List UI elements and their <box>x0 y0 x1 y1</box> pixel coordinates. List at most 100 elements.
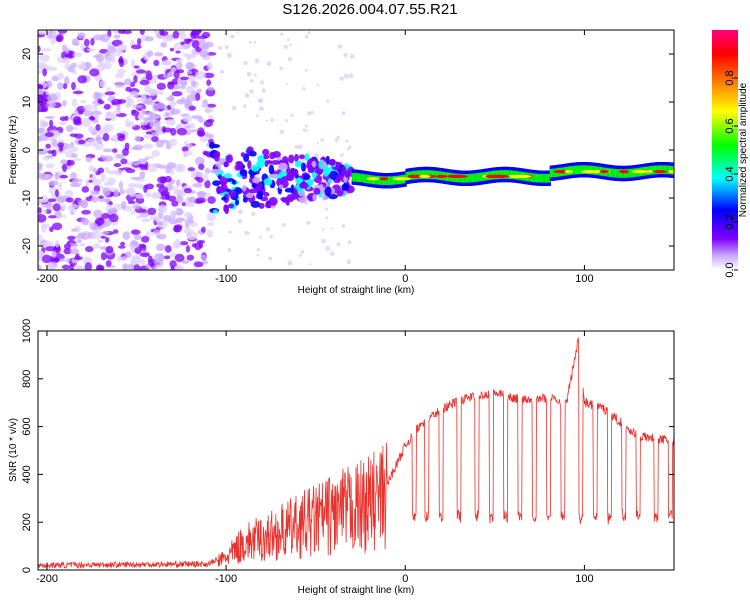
noise-blob <box>100 252 107 261</box>
noise-blob <box>39 54 50 62</box>
signal-blob <box>288 154 295 164</box>
noise-dot <box>298 253 303 257</box>
snr-ytick-label: 600 <box>21 417 33 435</box>
noise-blob <box>46 263 56 270</box>
noise-blob <box>179 76 189 81</box>
noise-blob <box>194 92 201 101</box>
noise-blob <box>85 179 90 188</box>
noise-blob <box>190 170 196 180</box>
noise-dot <box>302 86 306 91</box>
noise-dot <box>254 58 260 64</box>
noise-blob <box>203 119 214 128</box>
noise-dot <box>218 46 223 50</box>
noise-blob <box>156 233 167 240</box>
signal-blob <box>256 159 266 168</box>
noise-blob <box>145 191 151 198</box>
noise-blob <box>185 61 194 71</box>
noise-blob <box>194 156 205 166</box>
noise-blob <box>196 191 207 196</box>
noise-blob <box>71 228 78 232</box>
noise-dot <box>287 57 292 62</box>
noise-blob <box>91 190 100 196</box>
tone-peak <box>418 174 431 178</box>
noise-blob <box>176 179 181 187</box>
noise-blob <box>107 45 116 54</box>
noise-blob <box>54 240 60 248</box>
noise-blob <box>171 91 183 97</box>
noise-blob <box>47 215 57 219</box>
noise-dot <box>307 31 311 35</box>
noise-dot <box>339 76 344 81</box>
noise-blob <box>187 167 196 172</box>
signal-blob <box>224 204 230 215</box>
tone-peak <box>668 170 674 174</box>
noise-blob <box>46 155 54 159</box>
noise-blob <box>200 226 206 233</box>
noise-blob <box>120 133 126 139</box>
snr-ytick-label: 400 <box>21 465 33 483</box>
noise-blob <box>191 40 200 49</box>
noise-blob <box>138 164 147 168</box>
noise-blob <box>112 229 119 234</box>
noise-blob <box>101 212 111 219</box>
noise-blob <box>117 44 125 53</box>
noise-blob <box>127 182 137 188</box>
noise-dot <box>238 209 243 215</box>
noise-blob <box>83 110 94 117</box>
noise-dot <box>265 119 268 122</box>
snr-xtick-label: -100 <box>215 573 237 585</box>
noise-dot <box>230 34 235 39</box>
noise-blob <box>130 44 142 50</box>
noise-blob <box>38 214 47 223</box>
noise-blob <box>83 38 90 47</box>
noise-blob <box>61 203 66 210</box>
noise-dot <box>258 106 264 112</box>
noise-blob <box>119 188 125 195</box>
noise-blob <box>171 200 179 207</box>
signal-blob <box>268 173 278 179</box>
noise-blob <box>133 264 141 270</box>
noise-dot <box>259 80 265 85</box>
noise-blob <box>195 197 207 204</box>
noise-blob <box>45 163 55 169</box>
noise-blob <box>149 80 158 84</box>
tone-peak <box>392 177 411 181</box>
noise-blob <box>174 238 181 247</box>
signal-blob <box>250 200 261 208</box>
signal-blob <box>312 193 318 202</box>
noise-dot <box>304 68 308 72</box>
noise-blob <box>130 176 142 180</box>
noise-blob <box>132 204 141 210</box>
noise-blob <box>122 231 131 240</box>
noise-blob <box>132 104 144 109</box>
noise-blob <box>65 124 74 132</box>
noise-blob <box>64 115 69 121</box>
noise-blob <box>57 30 68 34</box>
signal-blob <box>257 190 264 200</box>
snr-xtick-label: 100 <box>575 573 593 585</box>
signal-blob <box>235 164 242 171</box>
noise-blob <box>103 103 111 110</box>
noise-blob <box>172 210 180 214</box>
noise-blob <box>135 193 144 199</box>
tone-peak <box>580 170 598 174</box>
noise-blob <box>206 79 212 87</box>
noise-blob <box>145 119 152 124</box>
noise-blob <box>143 134 154 139</box>
noise-blob <box>150 119 161 127</box>
noise-dot <box>279 129 285 135</box>
noise-blob <box>51 250 57 258</box>
noise-blob <box>97 140 103 145</box>
noise-blob <box>206 86 215 91</box>
noise-blob <box>120 256 128 261</box>
noise-blob <box>61 57 71 64</box>
noise-blob <box>182 115 193 123</box>
signal-blob <box>251 164 260 172</box>
noise-dot <box>253 73 257 77</box>
noise-blob <box>166 162 177 169</box>
noise-blob <box>113 110 122 115</box>
noise-blob <box>101 61 113 70</box>
noise-blob <box>200 254 207 261</box>
noise-blob <box>188 105 196 111</box>
colorbar-tick-label: 0.0 <box>724 262 736 277</box>
